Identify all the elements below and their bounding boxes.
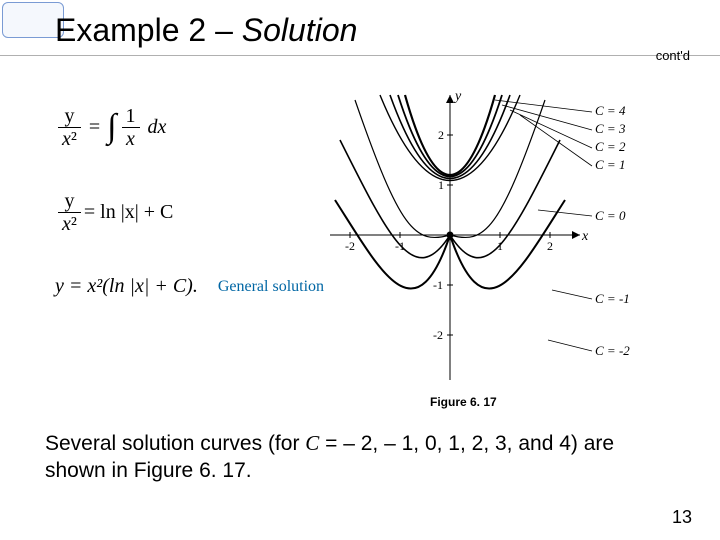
svg-text:C = -2: C = -2: [595, 343, 630, 358]
svg-text:C = 1: C = 1: [595, 157, 625, 172]
body-b: C: [305, 431, 319, 455]
eq1-rhs-frac: 1 x: [122, 105, 140, 150]
eq2-lhs-frac: y x²: [58, 190, 81, 235]
eq1-lhs-frac: y x²: [58, 105, 81, 150]
svg-text:x: x: [581, 229, 589, 244]
equation-1: y x² = ∫ 1 x dx: [55, 105, 324, 150]
general-solution-label: General solution: [218, 278, 324, 296]
svg-text:y: y: [453, 89, 462, 104]
eq1-rhs-num: 1: [122, 105, 140, 127]
header-rule: [0, 55, 720, 56]
svg-text:C = 3: C = 3: [595, 121, 626, 136]
svg-text:2: 2: [438, 128, 444, 142]
eq2-lhs-num: y: [60, 190, 78, 212]
eq1-lhs-num: y: [60, 105, 78, 127]
svg-text:-2: -2: [345, 239, 355, 253]
figure-caption: Figure 6. 17: [430, 395, 497, 409]
svg-text:C = -1: C = -1: [595, 291, 630, 306]
equation-2: y x² = ln |x| + C: [55, 190, 324, 235]
eq2-lhs-den: x²: [58, 213, 81, 235]
eq1-lhs-den: x²: [58, 128, 81, 150]
svg-text:2: 2: [547, 239, 553, 253]
title-plain: Example 2 –: [55, 12, 242, 48]
figure-6-17: y x -2 -1 1 2 1 2 -1 -2 C = 4 C = 3 C = …: [320, 80, 650, 390]
svg-text:C = 0: C = 0: [595, 208, 626, 223]
eq1-tail: dx: [143, 116, 167, 139]
svg-text:-2: -2: [433, 328, 443, 342]
svg-text:C = 4: C = 4: [595, 103, 626, 118]
contd-label: cont'd: [656, 48, 690, 63]
body-paragraph: Several solution curves (for C = – 2, – …: [45, 430, 675, 485]
title-italic: Solution: [242, 12, 358, 48]
eq3-text: y = x²(ln |x| + C).: [55, 275, 198, 297]
equation-3: y = x²(ln |x| + C). General solution: [55, 275, 324, 298]
equations-block: y x² = ∫ 1 x dx y x² = ln |x| + C y = x²…: [55, 105, 324, 338]
eq1-eq: =: [84, 116, 105, 139]
page-title: Example 2 – Solution: [55, 12, 357, 49]
svg-text:C = 2: C = 2: [595, 139, 626, 154]
page-number: 13: [672, 507, 692, 528]
body-a: Several solution curves (for: [45, 432, 305, 455]
svg-text:-1: -1: [433, 278, 443, 292]
eq2-rhs: = ln |x| + C: [84, 201, 173, 224]
integral-sign-icon: ∫: [107, 117, 116, 137]
eq1-rhs-den: x: [122, 128, 139, 150]
